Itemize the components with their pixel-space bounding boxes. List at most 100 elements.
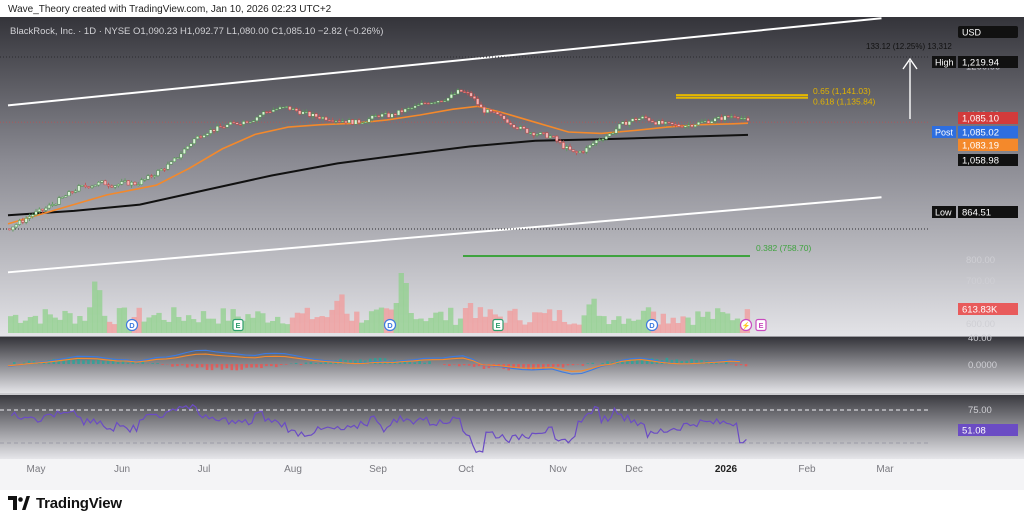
candle-body (416, 104, 420, 107)
volume-bar (334, 300, 340, 333)
volume-bar (566, 324, 573, 333)
volume-bar (116, 308, 123, 333)
candle-body (667, 121, 671, 124)
fib-065-label: 0.65 (1,141.03) (813, 86, 871, 96)
flash-icon: ⚡ (742, 321, 751, 330)
volume-bar (210, 318, 217, 333)
macd-histogram-bar (428, 361, 431, 364)
candle-body (439, 100, 444, 103)
price-tick-label: 600.00 (966, 319, 995, 330)
time-tick-label: Sep (369, 464, 387, 475)
volume-bar (472, 318, 479, 333)
volume-bar (695, 311, 701, 333)
volume-bar (67, 313, 73, 333)
macd-histogram-bar (225, 364, 229, 369)
channel-lines (7, 17, 882, 274)
volume-bar (354, 311, 360, 333)
macd-histogram-bar (87, 359, 90, 364)
macd-histogram-bar (685, 360, 688, 364)
candle-body (716, 116, 720, 119)
volume-bar (299, 313, 306, 333)
volume-bar (591, 298, 597, 333)
candle-body (242, 121, 246, 125)
volume-bar (655, 324, 662, 333)
macd-histogram-bar (734, 364, 738, 366)
macd-histogram-bar (477, 364, 481, 367)
volume-bar (47, 314, 53, 333)
candle-body (298, 110, 302, 115)
candle-body (469, 92, 473, 97)
volume-bar (37, 323, 44, 333)
candle-body (733, 116, 737, 118)
volume-bar (77, 316, 83, 333)
macd-histogram-bar (744, 364, 748, 367)
macd-histogram-bar (304, 362, 308, 364)
macd-histogram-bar (22, 362, 26, 364)
price-badge-value: 1,085.10 (962, 114, 999, 125)
macd-histogram-bar (205, 364, 209, 370)
volume-bar (324, 317, 330, 333)
volume-bar (443, 320, 449, 333)
macd-histogram-bar (265, 364, 268, 367)
candle-body (106, 184, 111, 187)
macd-histogram-bar (680, 360, 684, 364)
macd-histogram-bar (452, 364, 456, 365)
volume-bar (685, 317, 691, 333)
macd-histogram-bar (250, 364, 253, 368)
price-badge-value: 1,058.98 (962, 156, 999, 167)
candle-body (588, 144, 592, 149)
candle-body (360, 122, 364, 125)
macd-histogram-bar (546, 364, 550, 367)
chart-area[interactable]: BlackRock, Inc. · 1D · NYSE O1,090.23 H1… (0, 17, 1024, 490)
candle-body (47, 204, 51, 209)
candle-body (621, 121, 625, 125)
volume-bar (255, 311, 261, 333)
candle-body (739, 117, 743, 120)
price-badge (958, 206, 1018, 218)
candle-body (406, 107, 411, 110)
candle-body (495, 111, 500, 115)
volume-bar (274, 316, 281, 333)
candle-body (60, 196, 64, 199)
fib-levels: 0.65 (1,141.03)0.618 (1,135.84) 0.382 (75… (463, 86, 876, 257)
macd-histogram-bar (640, 359, 644, 364)
candle-body (17, 220, 22, 225)
volume-bar (185, 315, 192, 333)
chart-svg[interactable]: BlackRock, Inc. · 1D · NYSE O1,090.23 H1… (0, 17, 1024, 490)
macd-indicator (7, 349, 748, 375)
candle-body (288, 106, 292, 111)
candle-body (21, 220, 25, 223)
macd-histogram-bar (591, 362, 595, 364)
candle-body (116, 183, 120, 186)
tradingview-logo[interactable]: TradingView (8, 492, 122, 514)
volume-bar (349, 320, 355, 333)
time-tick-label: Dec (625, 464, 643, 475)
candle-body (14, 224, 18, 228)
candle-body (331, 120, 335, 122)
candle-body (525, 128, 529, 134)
candle-body (400, 110, 404, 113)
price-badge-tag (932, 206, 956, 218)
measure-arrow: 133.12 (12.25%) 13,312 (866, 42, 952, 119)
volume-bar (22, 320, 29, 333)
volume-bar (462, 308, 469, 333)
candle-body (87, 186, 91, 188)
volume-bar (378, 307, 385, 333)
candle-body (133, 182, 137, 185)
volume-bar (467, 303, 474, 333)
macd-histogram-bar (42, 362, 46, 364)
candle-body (565, 146, 569, 149)
candle-body (110, 185, 114, 188)
candle-body (492, 111, 496, 113)
macd-histogram-bar (220, 364, 224, 370)
candle-body (581, 151, 585, 153)
candle-body (558, 140, 562, 143)
macd-histogram-bar (185, 364, 189, 368)
price-badge-tag-text: Low (935, 208, 952, 218)
candle-body (726, 115, 730, 118)
macd-histogram-bar (532, 364, 535, 370)
rsi-indicator (0, 403, 930, 454)
volume-bar (101, 315, 108, 333)
macd-histogram-bar (195, 364, 199, 368)
volume-bar (250, 317, 256, 333)
